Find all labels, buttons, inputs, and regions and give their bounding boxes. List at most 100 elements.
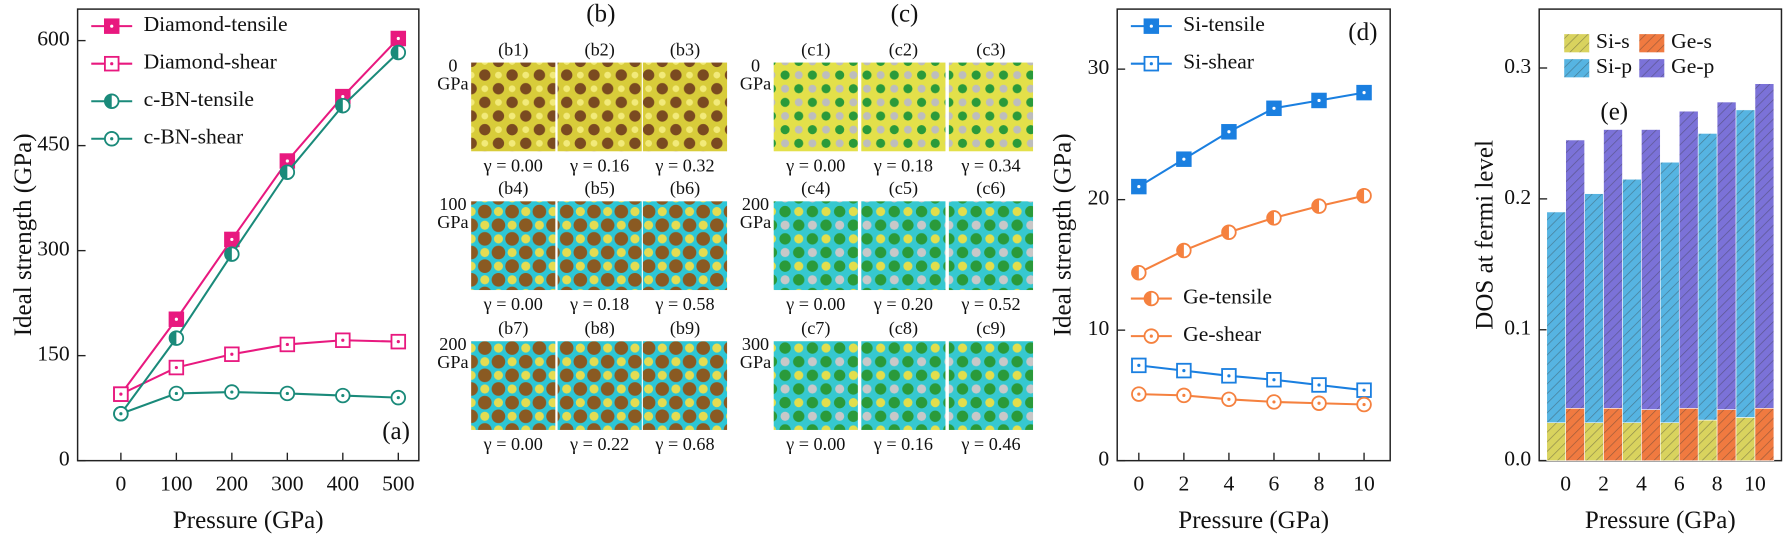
legend-label: c-BN-tensile [144, 87, 254, 111]
panel-label: (a) [382, 418, 410, 445]
marker-dot [110, 137, 114, 141]
legend-swatch [1564, 59, 1590, 78]
cell-caption: γ = 0.16 [569, 155, 629, 175]
data-point [1221, 368, 1237, 384]
data-point [224, 231, 240, 248]
y-tick-label: 300 [37, 237, 69, 261]
series-line [120, 51, 400, 415]
bar-segment [1678, 408, 1699, 461]
data-point [335, 387, 351, 404]
data-point [1356, 187, 1372, 204]
data-point [390, 333, 407, 350]
cell-label: (b8) [585, 318, 615, 339]
structure-image [948, 62, 1034, 152]
legend-marker [103, 131, 120, 147]
x-tick-label: 200 [216, 472, 248, 496]
marker-dot [1272, 378, 1276, 382]
marker-dot [230, 352, 234, 356]
marker-dot [396, 396, 400, 400]
structure-image [557, 62, 642, 152]
data-point [1176, 242, 1192, 259]
bar-segment [1735, 109, 1756, 418]
legend-label: c-BN-shear [144, 125, 244, 149]
cell-caption: γ = 0.18 [873, 155, 933, 175]
data-point [1221, 391, 1237, 408]
legend-label: Ge-p [1671, 54, 1714, 78]
data-point [1131, 357, 1147, 374]
plot-frame [1116, 8, 1391, 462]
structure-image [557, 341, 642, 430]
legend-label: Diamond-shear [144, 50, 277, 74]
structure-image [948, 341, 1034, 430]
bar-segment [1697, 133, 1718, 421]
x-tick-label: 4 [1224, 472, 1235, 496]
cell-label: (b9) [670, 318, 700, 339]
x-tick-label: 6 [1269, 472, 1280, 496]
cell-caption: γ = 0.00 [785, 155, 845, 175]
marker-dot [174, 391, 178, 396]
marker-half [1222, 225, 1229, 240]
data-point [390, 44, 407, 61]
data-point [1356, 382, 1372, 398]
marker-dot [285, 342, 289, 347]
structure-image [471, 62, 556, 152]
bar-segment [1603, 129, 1623, 409]
marker-dot [1227, 130, 1231, 134]
bar-segment [1678, 110, 1699, 409]
data-point [224, 346, 240, 362]
marker-dot [1149, 24, 1153, 28]
structure-image [861, 201, 946, 291]
legend-marker [103, 18, 120, 34]
marker-half [169, 331, 177, 345]
pressure-label: 0 [751, 55, 760, 75]
x-tick-label: 10 [1744, 472, 1766, 496]
marker-dot [230, 390, 234, 394]
pressure-label: GPa [740, 212, 771, 232]
data-point [1266, 372, 1282, 388]
data-point [1266, 394, 1282, 410]
cell-caption: γ = 0.52 [960, 294, 1020, 314]
structure-image [471, 341, 556, 430]
legend-label: Si-s [1596, 29, 1630, 53]
data-point [1266, 100, 1282, 117]
legend-marker [1143, 328, 1160, 344]
x-tick-label: 0 [1560, 472, 1571, 496]
legend-label: Ge-shear [1183, 322, 1261, 346]
cell-caption: γ = 0.34 [960, 155, 1020, 175]
data-point [168, 311, 185, 327]
marker-dot [341, 338, 345, 342]
cell-label: (b3) [670, 39, 700, 60]
pressure-label: GPa [437, 212, 468, 232]
marker-dot [1362, 91, 1366, 95]
data-point [279, 336, 296, 353]
legend-label: Si-shear [1183, 50, 1254, 74]
y-tick-label: 0.1 [1504, 316, 1531, 340]
legend-swatch [1639, 34, 1665, 53]
bar-segment [1641, 409, 1661, 461]
data-point [335, 332, 351, 348]
data-point [335, 97, 351, 114]
x-tick-label: 400 [327, 472, 359, 496]
panel-title: (b) [586, 1, 615, 28]
bar-segment [1754, 83, 1775, 409]
marker-half [1312, 199, 1320, 213]
y-tick-label: 0 [59, 447, 70, 471]
data-point [279, 164, 296, 180]
data-point [1131, 386, 1147, 402]
cell-caption: γ = 0.16 [873, 434, 933, 454]
data-point [390, 30, 407, 47]
marker-dot [1149, 62, 1153, 66]
cell-caption: γ = 0.46 [960, 434, 1020, 454]
marker-dot [1182, 157, 1186, 161]
y-axis-label: DOS at fermi level [1472, 140, 1499, 330]
marker-half [1357, 188, 1365, 203]
bar-segment [1697, 419, 1718, 461]
y-tick-label: 600 [37, 27, 69, 51]
y-tick-label: 150 [37, 342, 69, 366]
marker-dot [174, 317, 178, 321]
data-point [1356, 396, 1372, 413]
pressure-label: 0 [448, 55, 457, 75]
x-tick-label: 2 [1598, 472, 1609, 496]
data-point [1176, 362, 1192, 379]
y-tick-label: 30 [1088, 55, 1110, 79]
